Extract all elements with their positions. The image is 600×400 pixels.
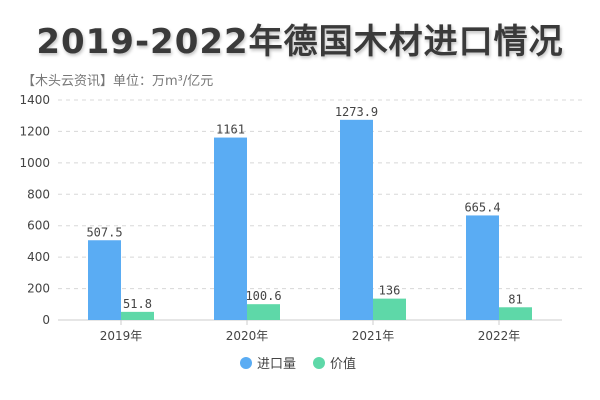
data-label: 100.6 (245, 289, 281, 303)
bar-import-volume (466, 215, 499, 320)
legend-label: 价值 (330, 356, 356, 372)
y-tick-label: 1000 (19, 156, 50, 170)
data-label: 136 (379, 284, 401, 298)
y-tick-label: 1400 (19, 93, 50, 107)
x-tick-label: 2020年 (226, 329, 269, 343)
data-label: 1273.9 (335, 105, 378, 119)
legend-marker (240, 357, 252, 369)
data-label: 507.5 (86, 225, 122, 239)
y-tick-label: 0 (42, 313, 50, 327)
data-label: 665.4 (464, 200, 500, 214)
legend-marker (313, 357, 325, 369)
chart-subtitle: 【木头云资讯】单位：万m³/亿元 (22, 74, 214, 89)
bar-value (499, 307, 532, 320)
bar-import-volume (214, 137, 247, 320)
x-tick-label: 2019年 (100, 329, 143, 343)
y-tick-label: 400 (27, 250, 50, 264)
x-tick-label: 2021年 (352, 329, 395, 343)
data-label: 51.8 (123, 297, 152, 311)
bar-import-volume (340, 119, 373, 321)
bar-import-volume (88, 240, 121, 320)
data-label: 81 (508, 292, 522, 306)
bar-value (121, 311, 154, 320)
y-tick-label: 200 (27, 282, 50, 296)
y-tick-label: 600 (27, 219, 50, 233)
chart-title: 2019-2022年德国木材进口情况 (36, 22, 564, 62)
legend-label: 进口量 (257, 357, 296, 372)
y-tick-label: 1200 (19, 124, 50, 138)
bar-value (247, 304, 280, 320)
y-tick-label: 800 (27, 187, 50, 201)
data-label: 1161 (216, 123, 245, 137)
bar-value (373, 298, 406, 320)
x-tick-label: 2022年 (478, 329, 521, 343)
